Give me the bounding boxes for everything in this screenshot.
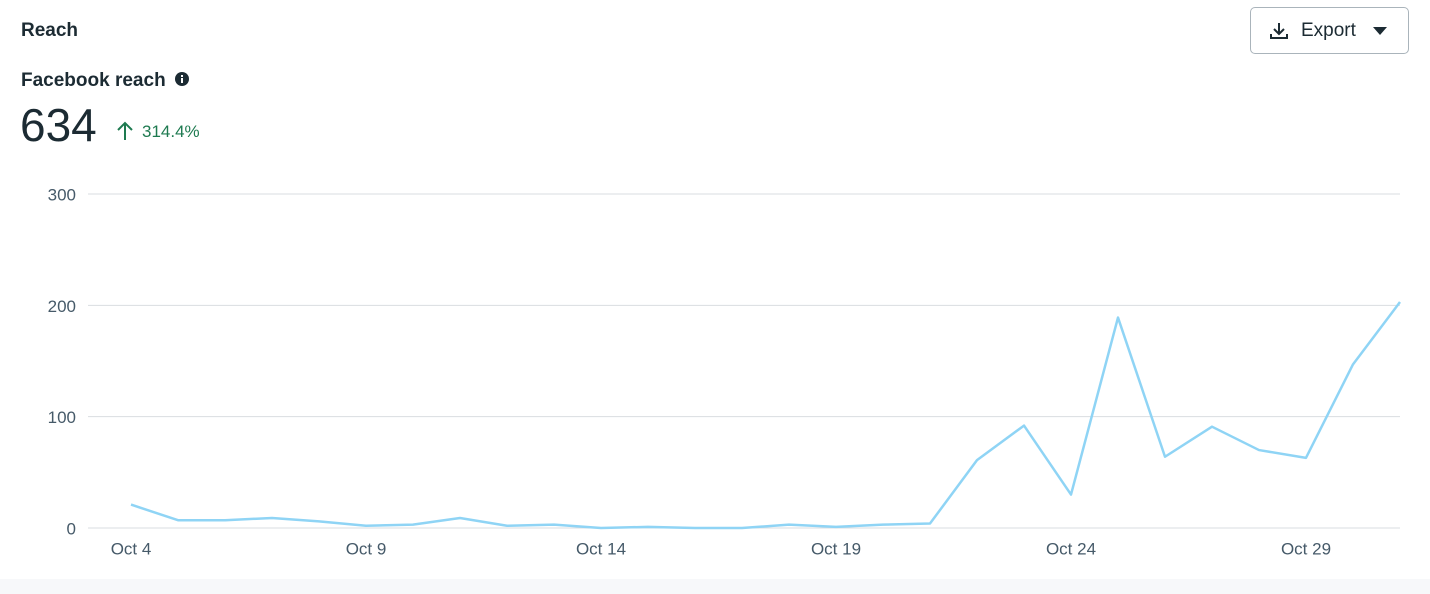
- export-label: Export: [1301, 19, 1356, 41]
- caret-icon: [1372, 26, 1387, 35]
- change-percent: 314.4%: [142, 122, 200, 141]
- x-tick-label: Oct 14: [576, 539, 626, 558]
- metric-value: 634: [20, 99, 97, 151]
- download-icon: [1270, 22, 1288, 39]
- footer-strip: [0, 579, 1430, 594]
- section-title: Reach: [21, 20, 79, 41]
- reach-line: [130, 301, 1401, 530]
- x-tick-label: Oct 29: [1281, 539, 1331, 558]
- metric-label-text: Facebook reach: [21, 70, 166, 91]
- chart: 0 100 200 300 Oct 4 Oct 9 Oct 14 Oct 19 Oct 24 Oc…: [48, 185, 1401, 558]
- info-icon: [174, 72, 189, 86]
- y-tick-label: 300: [48, 185, 76, 204]
- y-tick-label: 200: [48, 297, 76, 316]
- metric-label: Facebook reach: [21, 70, 190, 92]
- x-tick-label: Oct 4: [111, 539, 152, 558]
- x-tick-label: Oct 24: [1046, 539, 1096, 558]
- export-button[interactable]: Export: [1250, 7, 1409, 54]
- x-tick-label: Oct 9: [346, 539, 387, 558]
- y-tick-label: 100: [48, 408, 76, 427]
- y-tick-label: 0: [67, 519, 76, 538]
- up-arrow: [117, 121, 133, 140]
- x-tick-label: Oct 19: [811, 539, 861, 558]
